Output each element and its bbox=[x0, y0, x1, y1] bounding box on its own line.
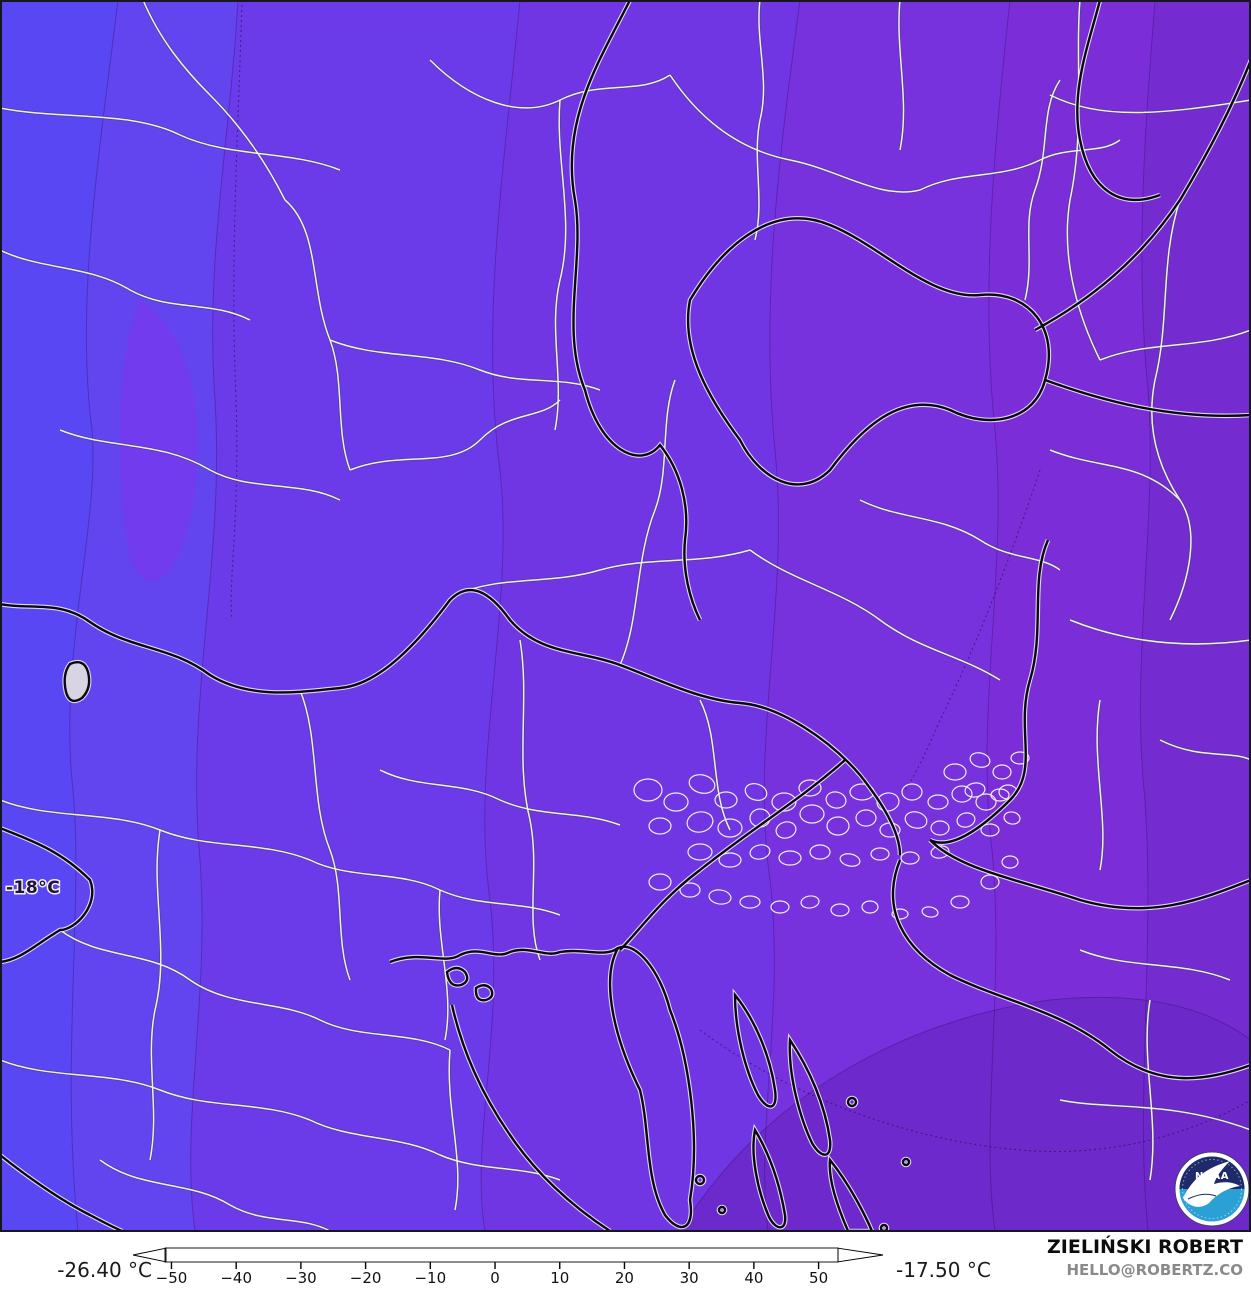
noaa-logo-word: NOAA bbox=[1195, 1171, 1229, 1182]
colorbar: −50 −40 −30 −20 −10 0 10 20 30 40 50 bbox=[132, 1247, 884, 1287]
temperature-bands bbox=[0, 0, 1251, 1232]
temperature-contour-lines bbox=[69, 0, 1251, 1232]
attribution: ZIELIŃSKI ROBERT HELLO@ROBERTZ.CO bbox=[1047, 1236, 1243, 1280]
noaa-logo: NOAA bbox=[1174, 1151, 1250, 1227]
map-canvas: -18°C NOAA bbox=[0, 0, 1251, 1232]
svg-text:−10: −10 bbox=[414, 1269, 446, 1287]
colorbar-gradient-bar bbox=[164, 1247, 839, 1263]
svg-text:20: 20 bbox=[615, 1269, 634, 1287]
svg-text:30: 30 bbox=[680, 1269, 699, 1287]
colorbar-right-arrow bbox=[837, 1247, 884, 1263]
colorbar-canvas: −50 −40 −30 −20 −10 0 10 20 30 40 50 -26.40 °C -17… bbox=[57, 1247, 991, 1287]
temperature-map: -18°C NOAA bbox=[0, 0, 1251, 1232]
svg-text:40: 40 bbox=[744, 1269, 763, 1287]
colorbar-left-arrow bbox=[132, 1247, 167, 1263]
svg-text:−20: −20 bbox=[350, 1269, 382, 1287]
attribution-name: ZIELIŃSKI ROBERT bbox=[1047, 1236, 1243, 1258]
svg-text:10: 10 bbox=[550, 1269, 569, 1287]
attribution-email: HELLO@ROBERTZ.CO bbox=[1066, 1260, 1243, 1279]
svg-text:−50: −50 bbox=[156, 1269, 188, 1287]
svg-text:50: 50 bbox=[809, 1269, 828, 1287]
colorbar-min-label: -26.40 °C bbox=[57, 1258, 152, 1282]
colorbar-max-label: -17.50 °C bbox=[896, 1258, 991, 1282]
colorbar-ticks: −50 −40 −30 −20 −10 0 10 20 30 40 50 bbox=[156, 1262, 828, 1287]
map-frame bbox=[0, 0, 1251, 1232]
svg-text:−40: −40 bbox=[220, 1269, 252, 1287]
svg-text:0: 0 bbox=[490, 1269, 500, 1287]
contour-temp-label: -18°C bbox=[6, 878, 60, 898]
colorbar-footer: −50 −40 −30 −20 −10 0 10 20 30 40 50 -26.40 °C -17… bbox=[0, 1232, 1251, 1287]
svg-text:−30: −30 bbox=[285, 1269, 317, 1287]
